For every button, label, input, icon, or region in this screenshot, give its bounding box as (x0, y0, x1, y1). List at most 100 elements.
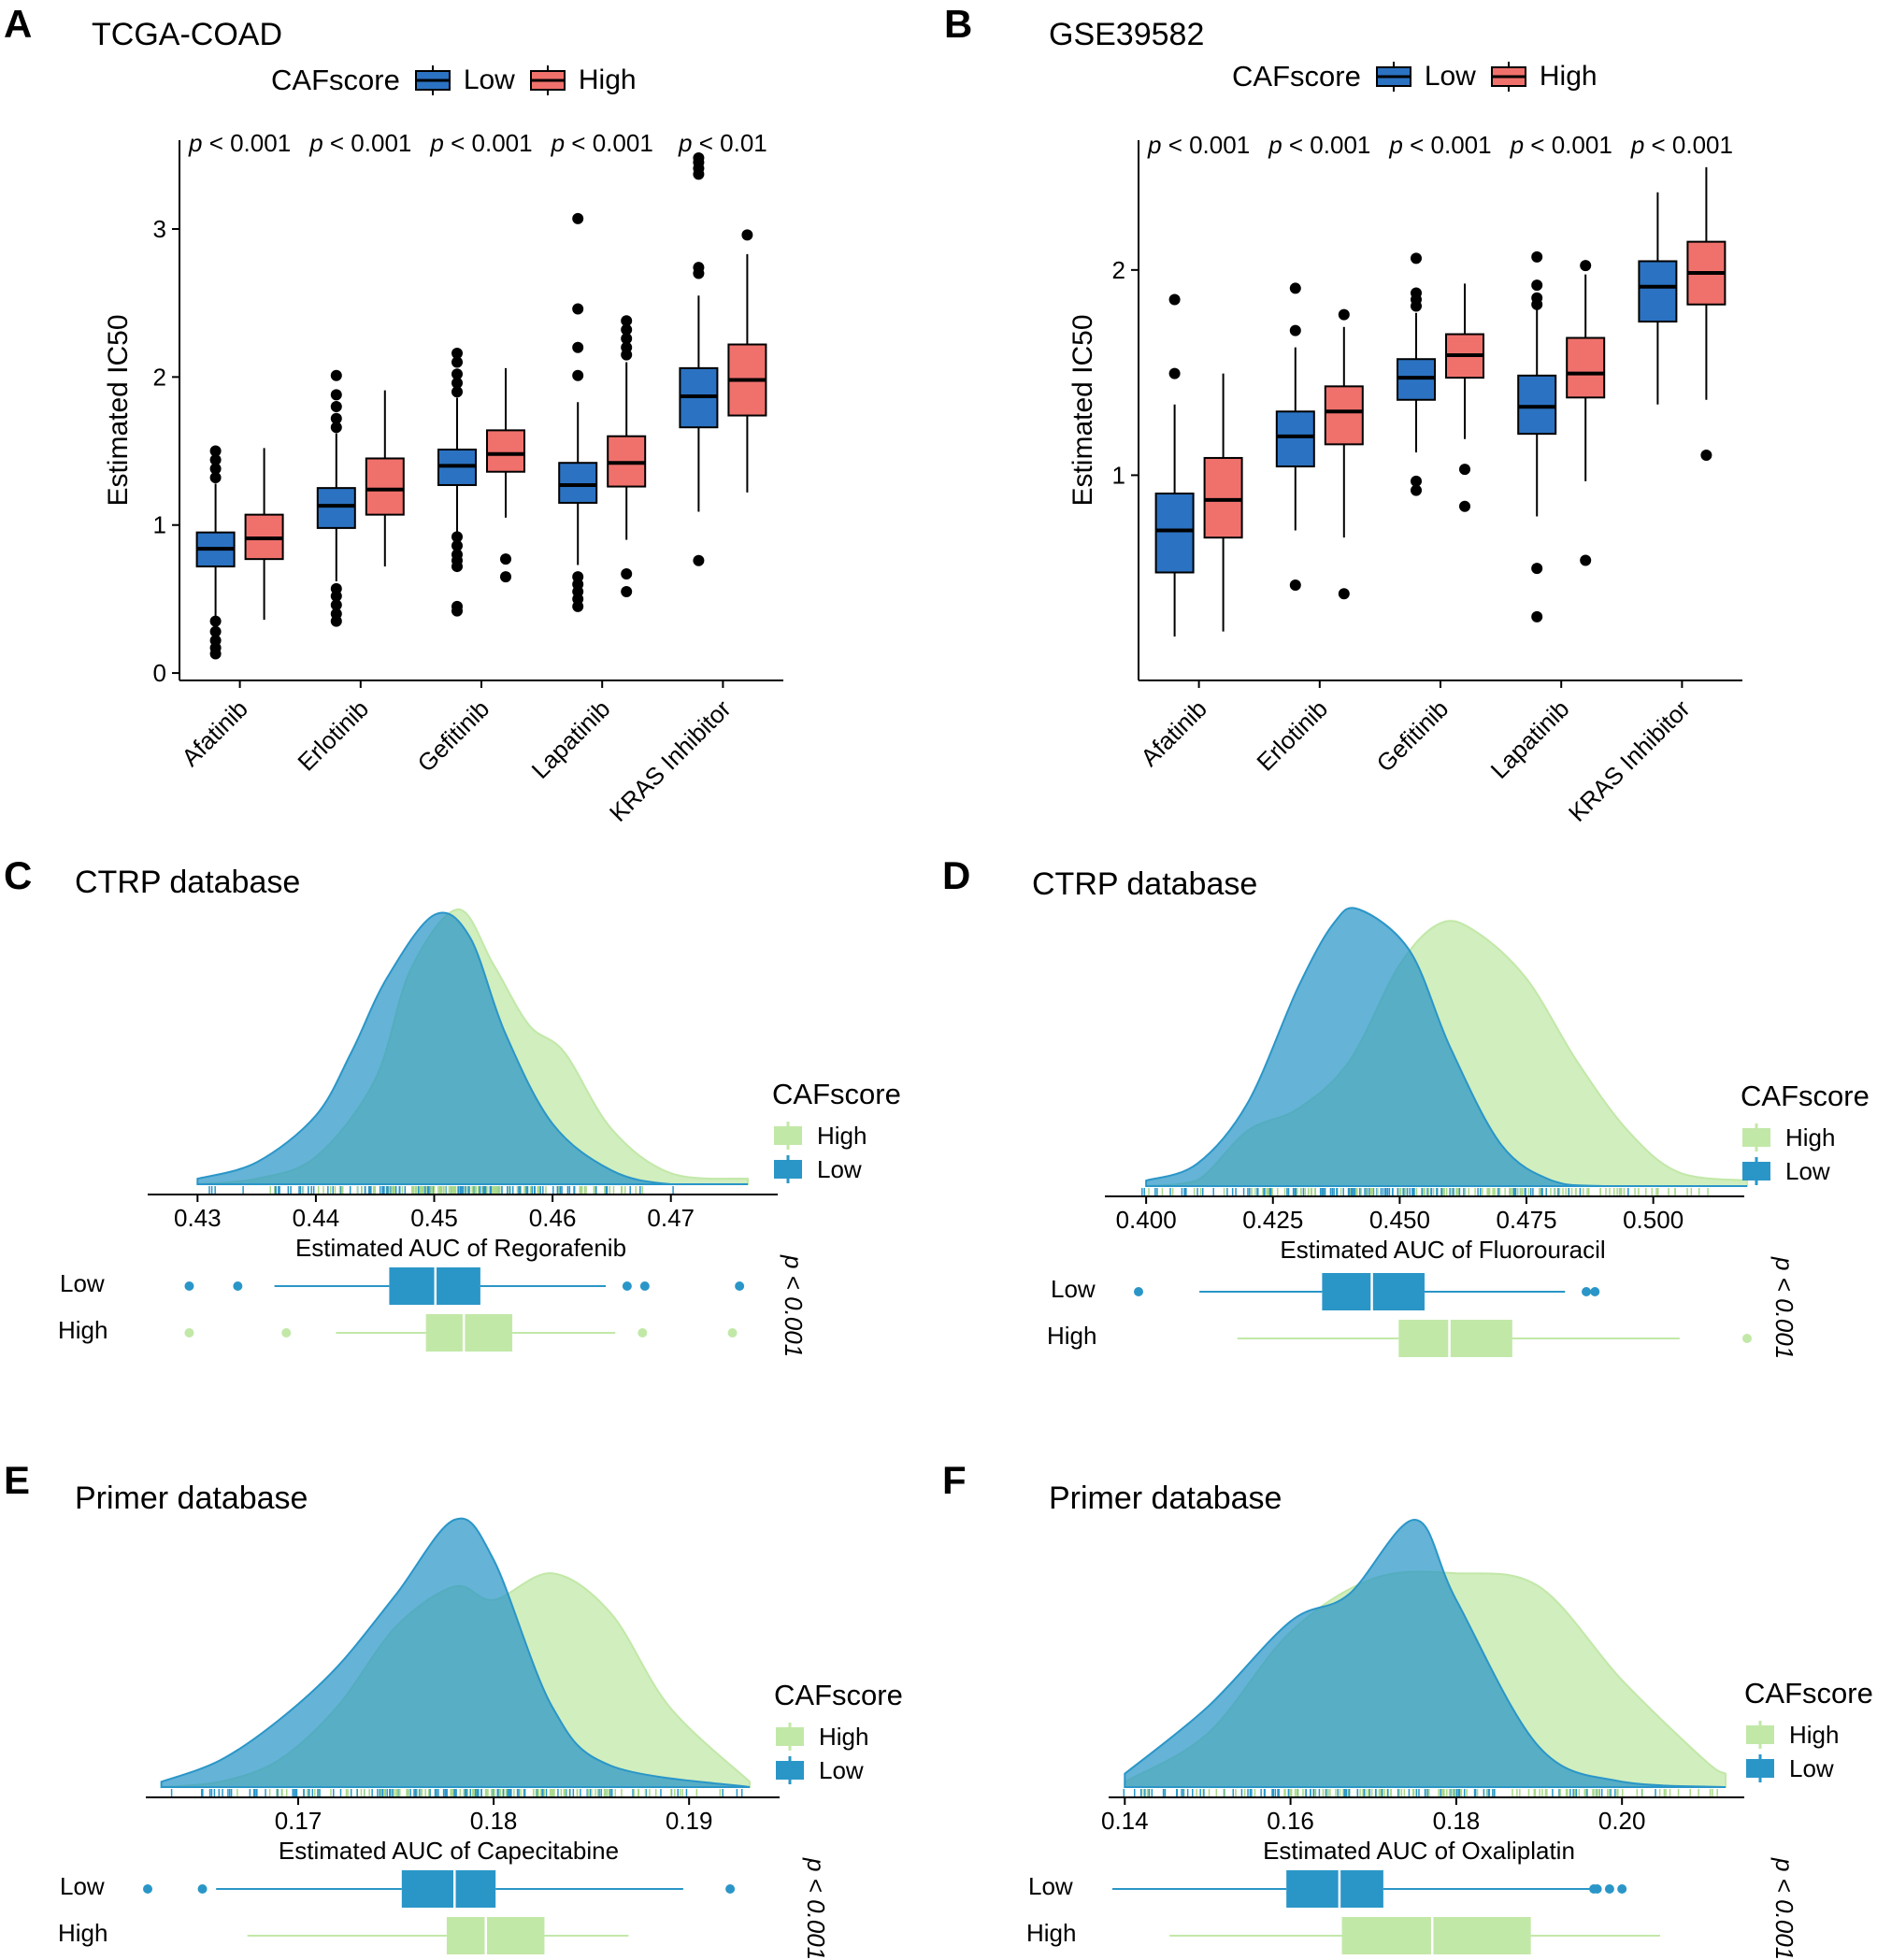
x-tick-label: 0.18 (1433, 1807, 1481, 1835)
outlier-point (197, 1884, 208, 1894)
box-body (1322, 1273, 1425, 1310)
panel-letter: D (942, 853, 971, 897)
y-tick-label: 3 (153, 215, 166, 243)
legend-key-low (1375, 62, 1411, 92)
outlier-point (621, 333, 633, 345)
legend-title: CAFscore (772, 1078, 901, 1110)
box-high (607, 315, 647, 597)
outlier-point (1531, 563, 1543, 575)
p-value-label: p < 0.001 (1147, 131, 1250, 159)
legend-item-high: High (1744, 1720, 1873, 1750)
outlier-point (572, 212, 584, 224)
box-body (1275, 410, 1315, 468)
outlier-point (727, 1328, 738, 1338)
y-tick-label: 1 (1112, 461, 1125, 489)
box-body (1341, 1917, 1531, 1954)
outlier-point (1459, 500, 1470, 512)
legend-key-high (1742, 1123, 1770, 1152)
outlier-point (451, 377, 463, 389)
outlier-point (1289, 324, 1301, 336)
y-axis-label: Estimated IC50 (1067, 314, 1098, 506)
legend: CAFscore High Low (774, 1679, 903, 1785)
legend-label-low: Low (819, 1755, 864, 1784)
outlier-point (330, 599, 342, 611)
outlier-point (1338, 588, 1350, 600)
panel-letter: E (4, 1458, 31, 1502)
x-axis-label: Estimated AUC of Oxaliplatin (1263, 1837, 1575, 1865)
outlier-point (209, 472, 222, 484)
panel-title: CTRP database (75, 865, 301, 900)
x-axis-label: Estimated AUC of Capecitabine (279, 1837, 619, 1865)
p-value-label: p < 0.001 (1268, 131, 1370, 159)
outlier-point (184, 1281, 194, 1291)
box-body (1286, 1870, 1383, 1908)
outlier-point (451, 600, 463, 612)
outlier-point (184, 1328, 194, 1338)
outlier-point (330, 412, 342, 424)
outlier-point (1168, 293, 1181, 306)
density-low (1145, 907, 1748, 1187)
box-low (1638, 192, 1678, 405)
outlier-point (1580, 554, 1592, 566)
outlier-point (1459, 464, 1470, 476)
row-label-low: Low (1028, 1872, 1073, 1900)
outlier-point (500, 571, 511, 583)
panel-letter: F (942, 1458, 967, 1502)
outlier-point (621, 341, 633, 353)
outlier-point (451, 348, 463, 360)
box-body (558, 462, 598, 504)
p-value-label: p < 0.001 (1630, 131, 1733, 159)
box-body (365, 457, 405, 516)
boxplot-chart-a: 0 1 2 3 Estimated IC50 Afatinib p < 0.001 Erlot… (103, 129, 783, 827)
p-value-label: p < 0.001 (1388, 131, 1491, 159)
outlier-point (1134, 1287, 1143, 1296)
box-body (1566, 336, 1606, 399)
x-tick-label: Gefitinib (1371, 694, 1454, 778)
box-high (1445, 283, 1484, 512)
panel-e: E Primer database 0.17 0.18 0.19 Estimated … (0, 1458, 938, 1960)
outlier-point (330, 389, 342, 401)
x-tick-label: Afatinib (176, 694, 253, 772)
x-tick-label: Lapatinib (1485, 694, 1575, 784)
panel-title: TCGA-COAD (92, 17, 282, 52)
outlier-point (451, 531, 463, 543)
x-tick-label: 0.43 (174, 1204, 222, 1232)
box-high (1203, 373, 1243, 632)
outlier-point (451, 539, 463, 551)
box-low (1517, 250, 1557, 622)
outlier-point (572, 369, 584, 381)
legend-label-low: Low (1789, 1753, 1834, 1782)
p-value-label: p < 0.001 (429, 129, 532, 157)
legend-item-high: High (1741, 1123, 1870, 1152)
density-chart-f: 0.14 0.16 0.18 0.20 Estimated AUC of Oxalipl… (1101, 1518, 1744, 1954)
outlier-point (209, 454, 222, 466)
box-body (1154, 493, 1195, 574)
outlier-point (451, 356, 463, 368)
outlier-point (1531, 279, 1543, 292)
box-low (1154, 293, 1195, 637)
outlier-point (451, 368, 463, 380)
row-label-high: High (1047, 1322, 1097, 1350)
box-body (1324, 385, 1364, 446)
legend-title: CAFscore (1232, 60, 1361, 93)
box-low (1397, 252, 1436, 496)
outlier-point (621, 585, 633, 597)
row-label-low: Low (60, 1872, 105, 1900)
p-value: p < 0.001 (780, 1255, 808, 1358)
outlier-point (1592, 1884, 1602, 1894)
x-tick-label: 0.425 (1242, 1206, 1303, 1234)
box-low (437, 348, 477, 617)
legend-key-high (1490, 62, 1526, 92)
box-body (316, 487, 356, 529)
outlier-point (209, 635, 222, 647)
p-value-label: p < 0.001 (308, 129, 411, 157)
legend-item-low: Low (1741, 1156, 1870, 1186)
outlier-point (209, 445, 222, 457)
p-value: p < 0.001 (1770, 1257, 1798, 1360)
outlier-point (500, 553, 511, 565)
panel-title: Primer database (75, 1481, 308, 1516)
density-chart-e: 0.17 0.18 0.19 Estimated AUC of Capecitabin… (143, 1517, 780, 1954)
panel-letter: C (4, 853, 33, 897)
box-body (1203, 456, 1243, 539)
outlier-point (143, 1884, 152, 1894)
